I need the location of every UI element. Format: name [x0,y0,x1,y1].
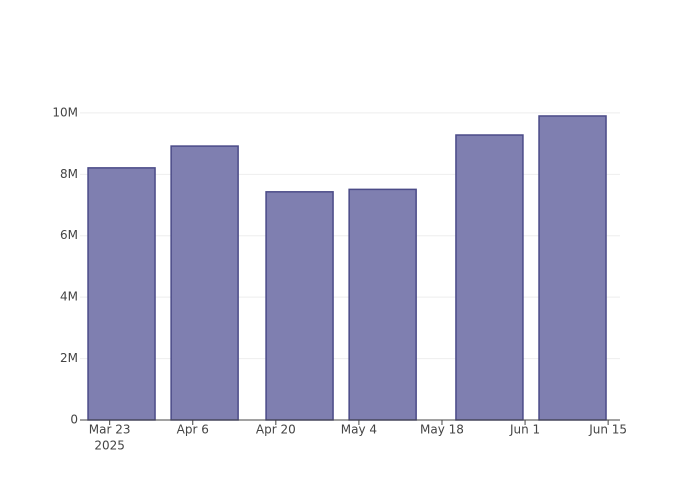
y-tick-label: 2M [60,351,78,365]
x-tick-label: Jun 1 [509,423,540,437]
x-year-label: 2025 [94,439,125,453]
x-tick-label: May 18 [420,423,464,437]
bar [538,115,607,421]
y-tick-label: 8M [60,167,78,181]
y-tick-label: 10M [52,105,78,119]
bar [348,188,417,421]
y-tick-label: 4M [60,290,78,304]
x-tick-label: Apr 6 [177,423,209,437]
y-tick-label: 6M [60,228,78,242]
bar [170,145,239,421]
x-tick-label: Mar 23 [89,423,131,437]
x-tick-label: May 4 [341,423,377,437]
y-tick-label: 0 [70,413,78,427]
bar [265,191,334,421]
x-tick-label: Jun 15 [588,423,627,437]
x-tick-label: Apr 20 [256,423,296,437]
bar [455,134,524,421]
bar [87,167,156,421]
